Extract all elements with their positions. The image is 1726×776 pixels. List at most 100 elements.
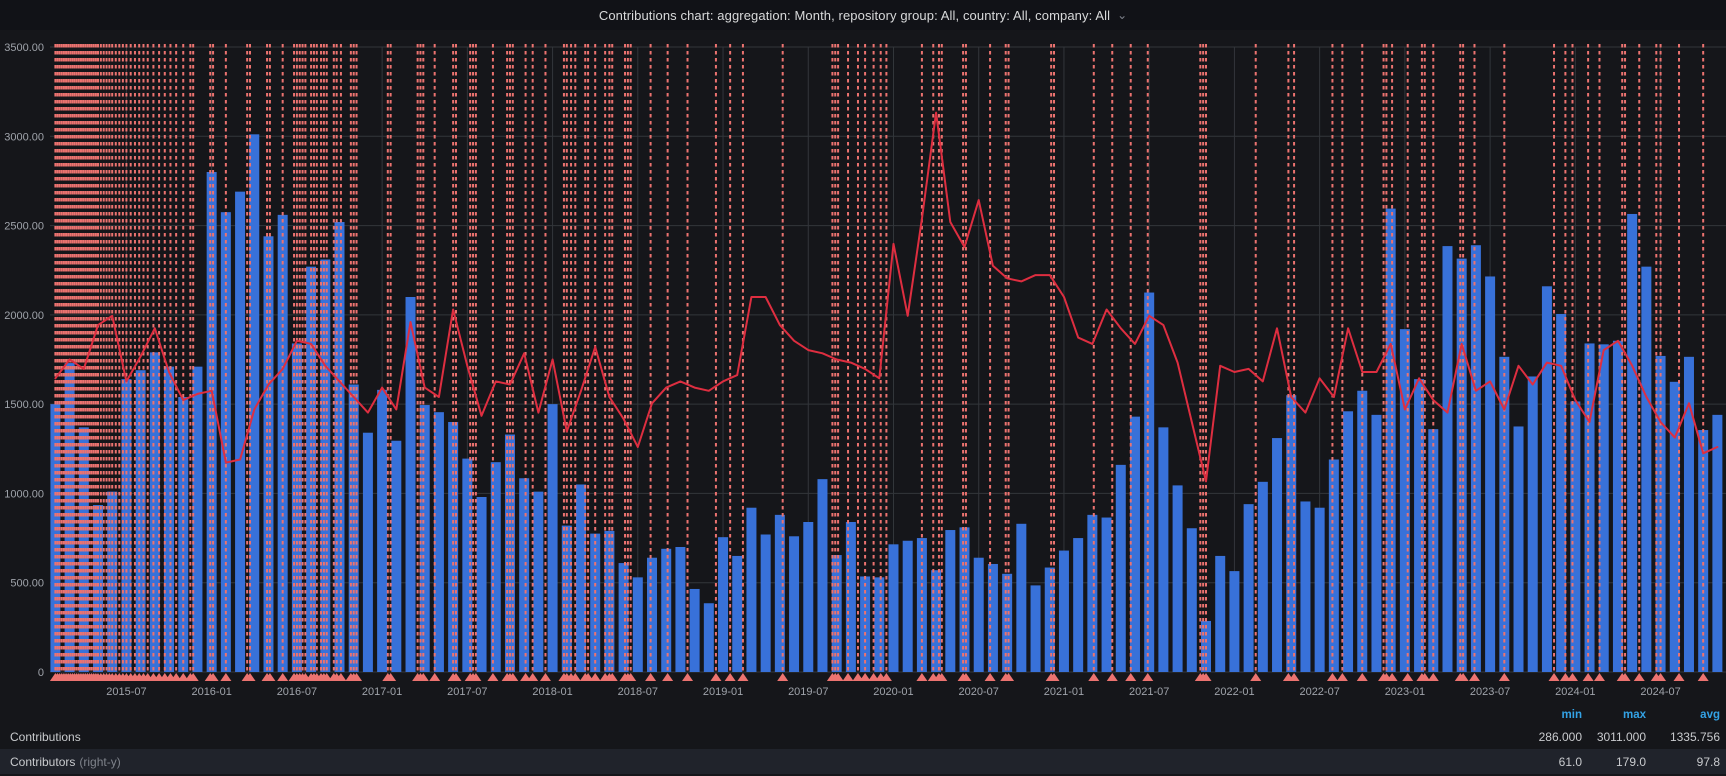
bar[interactable] [1115,464,1126,672]
bar[interactable] [1584,343,1595,672]
annotation-marker-icon[interactable] [625,673,637,681]
bar[interactable] [1527,376,1538,672]
legend-series-label[interactable]: Contributors (right-y) [10,754,121,769]
annotation-marker-icon[interactable] [321,673,333,681]
annotation-marker-icon[interactable] [1336,673,1348,681]
bar[interactable] [377,389,388,672]
annotation-marker-icon[interactable] [1548,673,1560,681]
bar[interactable] [590,533,601,672]
annotation-marker-icon[interactable] [606,673,618,681]
annotation-marker-icon[interactable] [1088,673,1100,681]
bar[interactable] [547,404,558,672]
bar[interactable] [1058,550,1069,672]
bar[interactable] [1101,517,1112,672]
annotation-marker-icon[interactable] [385,673,397,681]
bar[interactable] [448,422,459,672]
bar[interactable] [1343,411,1354,672]
panel-title-bar[interactable]: Contributions chart: aggregation: Month,… [0,0,1726,30]
panel-title[interactable]: Contributions chart: aggregation: Month,… [598,7,1111,23]
annotation-marker-icon[interactable] [1356,673,1368,681]
bar[interactable] [1144,292,1155,672]
bar[interactable] [1414,379,1425,672]
bar[interactable] [1328,459,1339,673]
bar[interactable] [718,537,729,672]
annotation-marker-icon[interactable] [852,673,864,681]
annotation-marker-icon[interactable] [724,673,736,681]
annotation-marker-icon[interactable] [220,673,232,681]
bar[interactable] [1712,414,1723,672]
bar[interactable] [490,462,501,672]
bar[interactable] [689,588,700,672]
bar[interactable] [206,172,217,672]
bar[interactable] [334,222,345,672]
bar[interactable] [675,547,686,672]
bar[interactable] [703,603,714,672]
bar[interactable] [533,491,544,672]
bar[interactable] [1556,313,1567,672]
bar[interactable] [860,576,871,672]
bar[interactable] [789,536,800,672]
annotation-marker-icon[interactable] [1427,673,1439,681]
bar[interactable] [618,563,629,672]
bar[interactable] [476,497,487,672]
legend-column-min[interactable]: min [1561,709,1582,721]
annotation-marker-icon[interactable] [207,673,219,681]
bar[interactable] [845,522,856,672]
bar[interactable] [1073,538,1084,672]
bar[interactable] [1627,213,1638,672]
annotation-marker-icon[interactable] [569,673,581,681]
bar[interactable] [1272,438,1283,672]
annotation-marker-icon[interactable] [527,673,539,681]
annotation-marker-icon[interactable] [682,673,694,681]
annotation-marker-icon[interactable] [589,673,601,681]
annotation-marker-icon[interactable] [1673,673,1685,681]
annotation-marker-icon[interactable] [582,673,594,681]
annotation-marker-icon[interactable] [662,673,674,681]
bar[interactable] [1243,504,1254,672]
chevron-down-icon[interactable]: ⌄ [1117,8,1128,22]
bar[interactable] [575,484,586,673]
annotation-marker-icon[interactable] [880,673,892,681]
bar[interactable] [874,577,885,672]
bar[interactable] [647,557,658,672]
annotation-marker-icon[interactable] [264,673,276,681]
annotation-marker-icon[interactable] [710,673,722,681]
bar[interactable] [1186,528,1197,672]
bar[interactable] [902,540,913,672]
annotation-marker-icon[interactable] [520,673,532,681]
annotation-marker-icon[interactable] [335,673,347,681]
annotation-marker-icon[interactable] [960,673,972,681]
bar[interactable] [987,563,998,672]
annotation-marker-icon[interactable] [1326,673,1338,681]
annotation-marker-icon[interactable] [1048,673,1060,681]
annotation-marker-icon[interactable] [1697,673,1709,681]
bar[interactable] [661,548,672,672]
bar[interactable] [1030,585,1041,672]
bar[interactable] [1229,571,1240,672]
bar[interactable] [774,514,785,672]
bar[interactable] [149,352,160,672]
bar[interactable] [1683,356,1694,672]
annotation-marker-icon[interactable] [1125,673,1137,681]
bar[interactable] [1357,390,1368,672]
annotation-marker-icon[interactable] [1582,673,1594,681]
annotation-marker-icon[interactable] [177,673,189,681]
bar[interactable] [433,412,444,672]
bar[interactable] [519,478,530,672]
annotation-marker-icon[interactable] [487,673,499,681]
annotation-marker-icon[interactable] [1593,673,1605,681]
bar[interactable] [1470,245,1481,672]
bar[interactable] [888,544,899,672]
bar[interactable] [64,363,75,672]
annotation-marker-icon[interactable] [859,673,871,681]
annotation-marker-icon[interactable] [1468,673,1480,681]
annotation-marker-icon[interactable] [1566,673,1578,681]
annotation-marker-icon[interactable] [277,673,289,681]
bar[interactable] [220,212,231,672]
bar[interactable] [405,297,416,672]
annotation-marker-icon[interactable] [507,673,519,681]
annotation-marker-icon[interactable] [170,673,182,681]
bar[interactable] [164,366,175,672]
bar[interactable] [1044,567,1055,672]
annotation-marker-icon[interactable] [470,673,482,681]
